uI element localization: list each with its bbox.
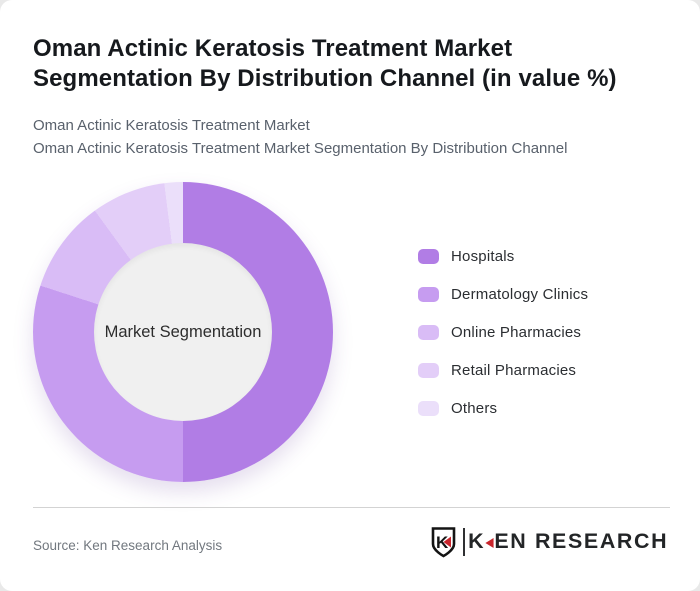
legend-swatch: [418, 400, 439, 416]
logo-separator: [462, 528, 465, 556]
source-text: Source: Ken Research Analysis: [33, 538, 223, 553]
chart-center-label: Market Segmentation: [104, 322, 262, 341]
legend-item-hospitals: Hospitals: [418, 247, 588, 265]
legend-swatch: [418, 248, 439, 264]
legend-swatch: [418, 324, 439, 340]
red-arrow-icon: [443, 536, 451, 547]
red-arrow-icon: [484, 538, 494, 548]
ken-research-logo: K K EN RESEARCH: [430, 526, 668, 558]
legend-label: Retail Pharmacies: [451, 361, 577, 379]
donut-chart: Market Segmentation: [33, 182, 333, 482]
legend-swatch: [418, 286, 439, 302]
footer-divider: [33, 507, 670, 508]
chart-legend: Hospitals Dermatology Clinics Online Pha…: [418, 248, 588, 438]
legend-swatch: [418, 362, 439, 378]
subtitle-line-1: Oman Actinic Keratosis Treatment Market: [33, 117, 310, 134]
logo-letter-k: K: [467, 530, 485, 553]
legend-item-others: Others: [418, 399, 588, 417]
subtitle-line-2: Oman Actinic Keratosis Treatment Market …: [33, 140, 568, 157]
legend-label: Dermatology Clinics: [451, 285, 589, 303]
legend-label: Hospitals: [451, 247, 515, 265]
svg-text:K: K: [436, 533, 449, 552]
legend-label: Others: [451, 399, 498, 417]
legend-label: Online Pharmacies: [451, 323, 582, 341]
subtitle-block: Oman Actinic Keratosis Treatment Market …: [33, 114, 683, 160]
logo-shield-icon: K: [431, 526, 456, 557]
page-title: Oman Actinic Keratosis Treatment Market …: [33, 35, 617, 92]
legend-item-dermatology-clinics: Dermatology Clinics: [418, 285, 589, 303]
legend-item-retail-pharmacies: Retail Pharmacies: [418, 361, 588, 379]
donut-hole: Market Segmentation: [94, 243, 272, 421]
logo-text-rest: EN RESEARCH: [494, 530, 668, 553]
legend-item-online-pharmacies: Online Pharmacies: [418, 323, 588, 341]
logo-wordmark: K EN RESEARCH: [468, 530, 668, 554]
